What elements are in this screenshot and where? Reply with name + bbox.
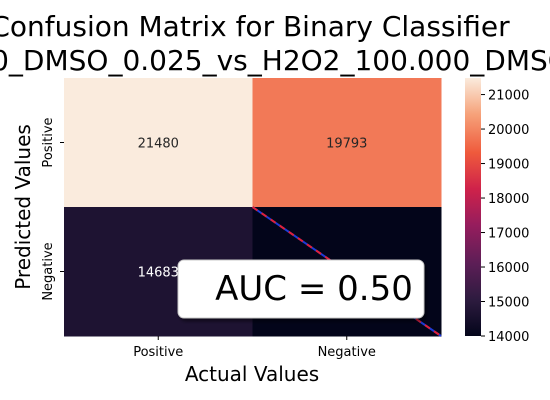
colorbar-tick-label: 21000	[488, 89, 529, 104]
auc-box	[177, 259, 425, 319]
chart-title: Confusion Matrix for Binary Classifier	[0, 10, 510, 43]
colorbar-tick-label: 19000	[488, 158, 529, 173]
colorbar-tick-label: 15000	[488, 296, 529, 311]
heatmap-cell	[252, 78, 442, 208]
y-axis-ticks: Positive Negative	[41, 117, 64, 301]
y-tick-label: Negative	[41, 242, 56, 300]
colorbar	[465, 78, 481, 336]
x-axis-label: Actual Values	[185, 362, 319, 386]
colorbar-tick-label: 20000	[488, 123, 529, 138]
cell-value-label: 21480	[138, 137, 179, 152]
colorbar-tick-label: 16000	[488, 261, 529, 276]
colorbar-tick-label: 14000	[488, 330, 529, 345]
auc-text: AUC = 0.50	[215, 269, 413, 309]
y-tick-label: Positive	[41, 117, 56, 167]
y-axis-label: Predicted Values	[11, 124, 35, 290]
heatmap-cell	[64, 78, 253, 208]
x-axis-ticks: Positive Negative	[133, 336, 376, 360]
colorbar-tick-label: 18000	[488, 192, 529, 207]
cell-annotations: 21480 19793 14683	[138, 137, 368, 281]
colorbar-ticks: 14000 15000 16000 17000 18000 19000 20000 21000	[481, 89, 529, 345]
x-tick-label: Negative	[318, 345, 376, 360]
cell-value-label: 14683	[138, 266, 179, 281]
auc-annotation: AUC = 0.50	[177, 259, 425, 319]
chart-subtitle: H2O2_0.000_DMSO_0.025_vs_H2O2_100.000_DM…	[0, 44, 550, 77]
cell-value-label: 19793	[326, 137, 367, 152]
x-tick-label: Positive	[133, 345, 183, 360]
colorbar-tick-label: 17000	[488, 227, 529, 242]
